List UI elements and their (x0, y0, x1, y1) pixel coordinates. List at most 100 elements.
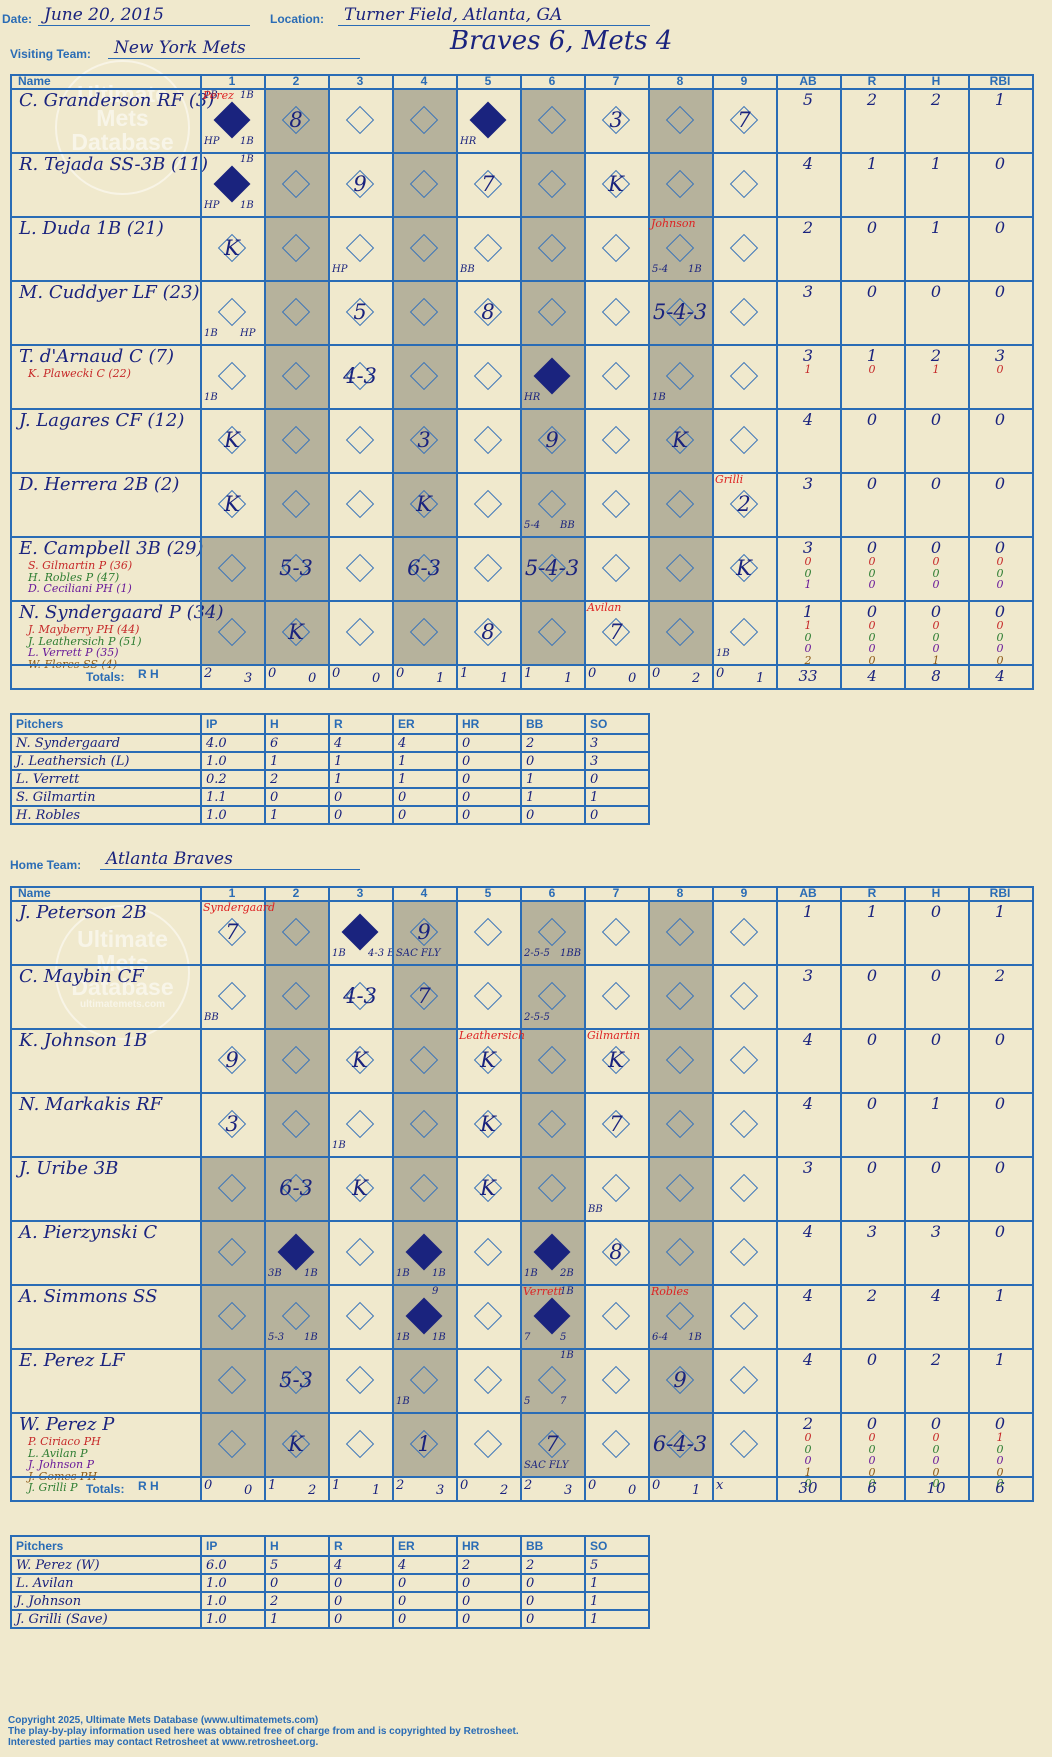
batter-name: J. Peterson 2B (19, 902, 147, 923)
at-bat-cell: K (584, 152, 648, 216)
substitute-stat: 0 (868, 1477, 876, 1490)
stat-header: RBI (989, 74, 1011, 88)
base-diamond (537, 105, 567, 135)
base-note: 1B (204, 328, 218, 339)
inning-runs: 1 (524, 666, 533, 681)
base-note: 1BB (560, 948, 582, 959)
grid-line (840, 886, 842, 1502)
stat-value: 0 (994, 1158, 1006, 1177)
pitcher-stat-cell: 0 (392, 1591, 458, 1611)
play-result: 7 (609, 620, 623, 644)
substitute-stat: 0 (996, 363, 1004, 376)
at-bat-cell (520, 1092, 584, 1156)
at-bat-cell: 6-4-3 (648, 1412, 712, 1476)
substitute-stat: 1 (804, 619, 812, 632)
substitute-stat: 0 (868, 578, 876, 591)
substitute-name: S. Gilmartin P (36) (28, 559, 133, 572)
pitching-header-cell: SO (584, 1535, 650, 1557)
at-bat-cell (328, 1348, 392, 1412)
home-team-value: Atlanta Braves (100, 848, 360, 870)
base-diamond (469, 101, 507, 139)
at-bat-cell: K Leathersich (456, 1028, 525, 1092)
play-result: 8 (289, 108, 303, 132)
base-diamond (473, 425, 503, 455)
stat-value: 0 (930, 1414, 942, 1433)
pitcher-row: H. Robles 1.0 1 0 0 0 0 0 (10, 805, 650, 825)
at-bat-cell (456, 900, 520, 964)
base-note: 1B (716, 648, 730, 659)
base-diamond (345, 105, 375, 135)
at-bat-cell: 7 Avilan (584, 600, 648, 664)
stat-ab: 1 (776, 904, 840, 920)
stat-value: 1 (930, 1094, 942, 1113)
at-bat-cell (264, 1028, 328, 1092)
substitute-stat: 1 (804, 1465, 812, 1479)
stat-value: 0 (930, 474, 942, 493)
at-bat-cell: BB (456, 216, 520, 280)
inning-runs: 2 (524, 1478, 533, 1493)
pitching-header-cell: SO (584, 713, 650, 735)
play-result: K (736, 556, 752, 580)
at-bat-cell: 3 (200, 1092, 264, 1156)
stat-r: 0 (840, 1352, 904, 1368)
at-bat-cell: 3B 1B (264, 1220, 328, 1284)
grid-line (10, 886, 12, 1502)
play-result: 5-3 (279, 556, 313, 580)
at-bat-cell (328, 536, 392, 600)
stat-value: 0 (866, 1414, 878, 1433)
inning-hits: 0 (628, 1483, 637, 1498)
home-team-label: Home Team: (10, 858, 82, 872)
at-bat-cell: 8 (584, 1220, 648, 1284)
pitcher-stat-cell: W. Perez (W) (10, 1555, 202, 1575)
grid-line (904, 74, 906, 690)
play-result: 4-3 (343, 984, 377, 1008)
play-result: K (224, 236, 240, 260)
play-result: K (480, 1176, 496, 1200)
pitcher-stat-cell: 1.0 (200, 1573, 266, 1593)
at-bat-cell (520, 1156, 584, 1220)
base-note: 7 (524, 1332, 531, 1343)
base-diamond (217, 1173, 247, 1203)
base-diamond (729, 1045, 759, 1075)
totals-label: Totals: (86, 1482, 125, 1496)
pitcher-row: N. Syndergaard 4.0 6 4 4 0 2 3 (10, 733, 650, 753)
stat-value: 0 (994, 410, 1006, 429)
base-note: BB (204, 1012, 219, 1023)
substitute-stat: 0 (932, 630, 940, 644)
pitching-header-cell: IP (200, 713, 266, 735)
inning-hits: 3 (436, 1483, 445, 1498)
pitching-change-note: Perez (203, 89, 234, 102)
substitute-stat: 1 (932, 653, 940, 667)
stat-ab: 5 (776, 92, 840, 108)
pitcher-stat-cell: 0 (328, 805, 394, 825)
base-diamond (665, 1109, 695, 1139)
base-diamond (665, 1045, 695, 1075)
stat-header: AB (799, 886, 817, 900)
stat-value: 2 (866, 90, 878, 109)
grid-line (200, 74, 202, 690)
stat-value: 0 (930, 966, 942, 985)
base-note: 7 (560, 1396, 567, 1407)
total-h: 10 (926, 1479, 946, 1497)
at-bat-cell (328, 408, 392, 472)
inning-hits: 0 (308, 671, 317, 686)
inning-header: 5 (484, 886, 492, 900)
stat-value: 1 (866, 346, 878, 365)
grid-line (584, 886, 586, 1502)
substitute-stat: 0 (932, 578, 940, 591)
grid-line (200, 886, 202, 1502)
pitcher-stat-cell: 0 (264, 1573, 330, 1593)
substitute-stat: 0 (996, 1454, 1004, 1467)
base-diamond (473, 553, 503, 583)
at-bat-cell (392, 88, 456, 152)
stat-h: 0 (904, 476, 968, 492)
substitute-stat: 0 (804, 642, 812, 655)
inning-hits: 2 (500, 1483, 509, 1498)
substitute-stat: 0 (932, 566, 940, 580)
stat-r: 0 (840, 412, 904, 428)
base-diamond (665, 553, 695, 583)
